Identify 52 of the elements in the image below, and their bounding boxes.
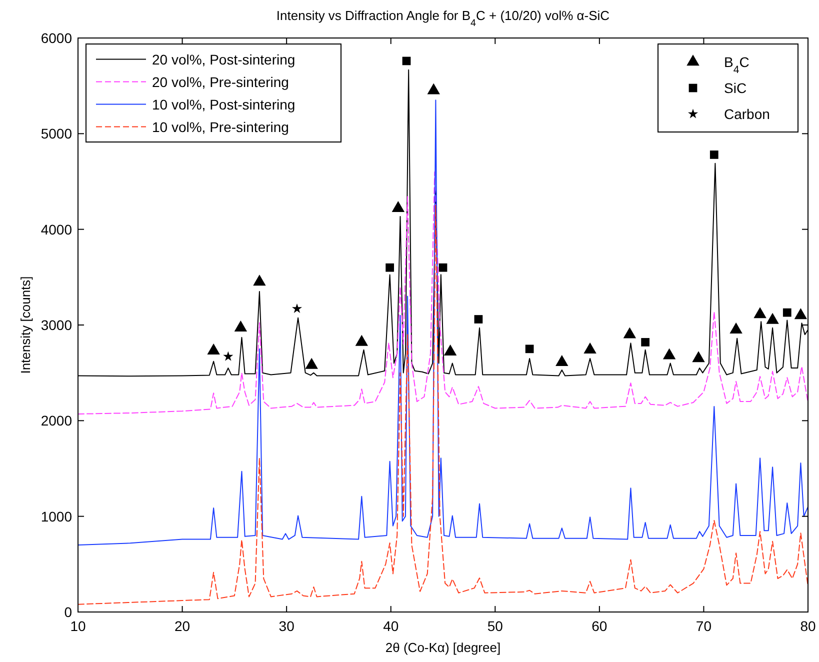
point [692, 351, 705, 362]
x-tick-label: 20 [174, 618, 190, 634]
y-tick-label: 1000 [40, 508, 72, 524]
point [754, 307, 766, 318]
y-tick-label: 5000 [40, 126, 72, 142]
point [766, 312, 779, 324]
y-tick-label: 6000 [40, 30, 72, 46]
point [234, 320, 248, 332]
y-tick-label: 3000 [40, 317, 72, 333]
point [782, 308, 792, 317]
line-series [78, 171, 808, 414]
line-series [78, 204, 808, 605]
point [305, 358, 318, 369]
x-tick-label: 30 [278, 618, 295, 634]
y-tick-label: 2000 [40, 412, 72, 429]
chart-title: Intensity vs Diffraction Angle for B$_{4}$C + (10/20) vol% α-SiC [276, 8, 610, 28]
legend-label: 20 vol%, Post-sintering [152, 51, 296, 68]
point [444, 344, 457, 356]
point [392, 200, 405, 212]
x-tick-label: 60 [592, 618, 608, 634]
point [662, 348, 676, 360]
point [556, 354, 568, 366]
y-axis-title: Intensity [counts] [18, 276, 33, 374]
x-tick-label: 70 [696, 618, 712, 634]
point [207, 343, 220, 354]
point [386, 263, 394, 272]
legend-label: B$_{4}$C [724, 54, 750, 76]
point [355, 334, 368, 346]
x-tick-label: 40 [383, 618, 399, 634]
line-series [78, 100, 808, 546]
point [253, 274, 266, 286]
x-tick-label: 10 [70, 618, 86, 634]
point [474, 315, 483, 324]
y-tick-label: 0 [64, 604, 72, 620]
y-tick-label: 4000 [40, 221, 72, 238]
point [292, 303, 302, 314]
point [223, 351, 234, 361]
x-tick-label: 80 [800, 618, 816, 634]
x-tick-label: 50 [487, 618, 504, 634]
point [584, 342, 596, 354]
legend-label: 10 vol%, Post-sintering [152, 96, 296, 112]
point [623, 327, 636, 338]
point [402, 56, 411, 66]
legend-label: 20 vol%, Pre-sintering [152, 74, 289, 90]
legend-label: 10 vol%, Pre-sintering [152, 118, 289, 135]
x-axis-title: 2θ (Co-Kα) [degree] [385, 640, 501, 655]
point [438, 263, 448, 272]
point [730, 322, 742, 334]
legend-label: Carbon [724, 106, 770, 122]
point [794, 308, 808, 320]
point [710, 150, 718, 159]
legend-label: SiC [724, 80, 747, 96]
